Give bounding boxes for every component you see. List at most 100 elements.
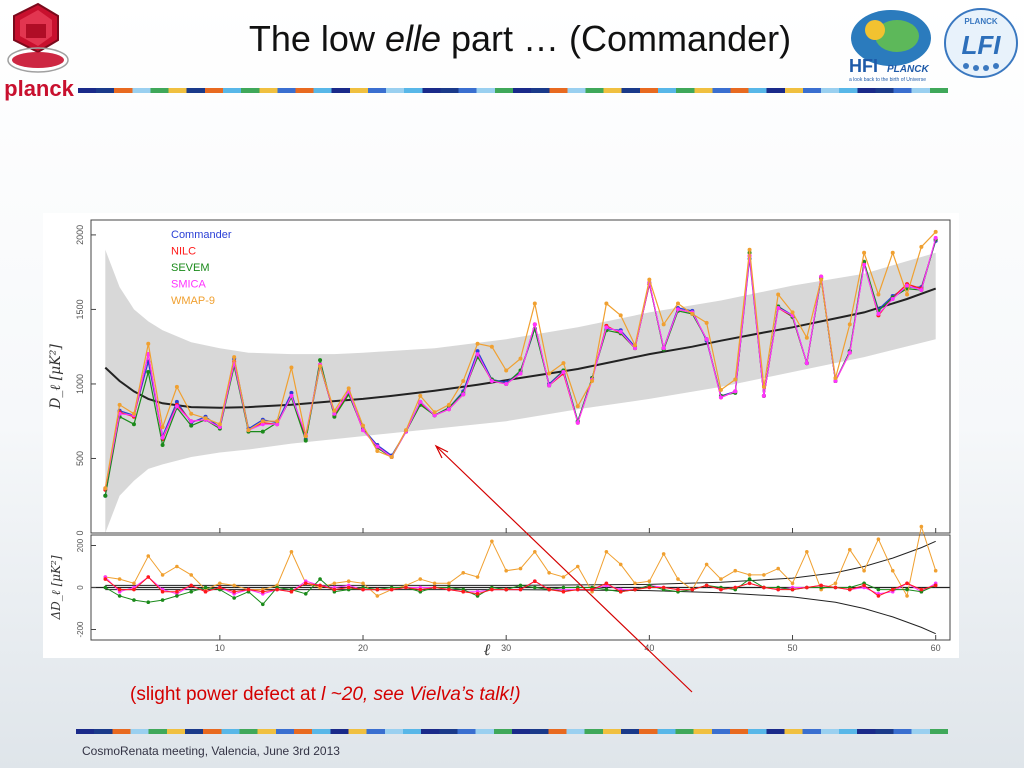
- data-point: [203, 416, 208, 421]
- residual-point: [175, 594, 179, 598]
- data-point: [905, 283, 910, 288]
- data-point: [776, 305, 781, 310]
- data-point: [532, 301, 537, 306]
- residual-point: [203, 589, 208, 594]
- residual-envelope-upper: [105, 540, 936, 586]
- footer-text: CosmoRenata meeting, Valencia, June 3rd …: [82, 744, 340, 758]
- data-point: [446, 407, 451, 412]
- data-point: [862, 262, 867, 267]
- residual-point: [919, 587, 924, 592]
- lfi-logo: PLANCK LFI: [942, 6, 1020, 80]
- residual-point: [246, 587, 251, 592]
- data-point: [375, 449, 380, 454]
- data-point: [804, 335, 809, 340]
- data-point: [303, 438, 308, 443]
- legend-entry: SMICA: [171, 279, 207, 291]
- data-point: [618, 313, 623, 318]
- annotation-caption: (slight power defect at l ~20, see Vielv…: [130, 684, 521, 706]
- residual-point: [261, 589, 265, 594]
- data-point: [919, 288, 924, 293]
- data-point: [375, 444, 380, 449]
- residual-point: [919, 524, 924, 529]
- data-point: [217, 422, 222, 427]
- data-point: [289, 393, 294, 398]
- residual-point: [933, 583, 938, 588]
- residual-point: [890, 568, 895, 573]
- residual-point: [303, 581, 308, 586]
- planck-logo-text: planck: [4, 76, 74, 101]
- residual-point: [189, 583, 194, 588]
- x-tick-label: 50: [788, 643, 798, 653]
- residual-point: [661, 585, 666, 590]
- data-point: [174, 384, 179, 389]
- y-tick-label: 200: [76, 538, 85, 552]
- data-point: [446, 402, 451, 407]
- residual-point: [547, 587, 551, 592]
- y-tick-label: 1000: [75, 374, 85, 394]
- data-point: [146, 370, 151, 375]
- data-point: [432, 413, 437, 418]
- lfi-logo-text: LFI: [962, 30, 1002, 60]
- residual-point: [805, 550, 809, 554]
- residual-point: [862, 583, 866, 588]
- y-tick-label: 2000: [75, 225, 85, 245]
- data-point: [389, 454, 394, 459]
- data-point: [575, 420, 580, 425]
- residual-point: [776, 566, 780, 571]
- residual-point: [604, 587, 609, 592]
- data-point: [103, 493, 108, 498]
- residual-point: [618, 562, 623, 567]
- residual-point: [160, 598, 165, 602]
- data-point: [776, 292, 781, 297]
- data-point: [232, 355, 237, 360]
- residual-point: [132, 598, 136, 602]
- residual-point: [762, 573, 766, 577]
- data-point: [862, 250, 867, 255]
- residual-point: [847, 547, 852, 552]
- residual-point: [318, 583, 322, 588]
- data-point: [590, 378, 595, 383]
- data-point: [131, 411, 136, 416]
- residual-point: [776, 587, 780, 592]
- y-tick-label: 0: [75, 530, 85, 535]
- data-point: [475, 352, 480, 357]
- data-point: [361, 428, 366, 433]
- data-point: [260, 419, 265, 424]
- data-point: [260, 422, 265, 427]
- data-point: [547, 383, 552, 388]
- data-point: [747, 247, 752, 252]
- residual-point: [833, 585, 838, 590]
- data-point: [890, 250, 895, 255]
- residual-point: [533, 579, 537, 583]
- power-spectrum-figure: 0 500 1000 1500 2000 D_ℓ [μK²] Commander NILC SE…: [43, 213, 959, 659]
- residual-point: [790, 587, 795, 592]
- data-point: [174, 399, 179, 404]
- data-point: [217, 425, 222, 430]
- data-point: [718, 387, 723, 392]
- residual-point: [404, 585, 408, 590]
- residual-point: [461, 589, 466, 594]
- model-curve: [104, 287, 937, 409]
- residual-point: [375, 594, 380, 598]
- data-point: [318, 358, 323, 363]
- data-point: [876, 292, 881, 297]
- data-point: [847, 322, 852, 327]
- data-point: [332, 411, 337, 416]
- residual-point: [447, 587, 451, 592]
- data-point: [160, 435, 165, 440]
- residual-point: [575, 587, 580, 592]
- data-point: [504, 368, 509, 373]
- data-point: [174, 404, 179, 409]
- data-point: [146, 341, 151, 346]
- data-point: [489, 378, 494, 383]
- residual-point: [690, 587, 695, 592]
- y-tick-label: -200: [76, 621, 85, 638]
- residual-point: [346, 585, 351, 590]
- residual-point: [547, 571, 551, 575]
- residual-point: [189, 573, 194, 577]
- data-point: [260, 429, 265, 434]
- data-point: [418, 399, 423, 404]
- residual-point: [676, 587, 680, 592]
- planck-logo: planck: [0, 0, 78, 104]
